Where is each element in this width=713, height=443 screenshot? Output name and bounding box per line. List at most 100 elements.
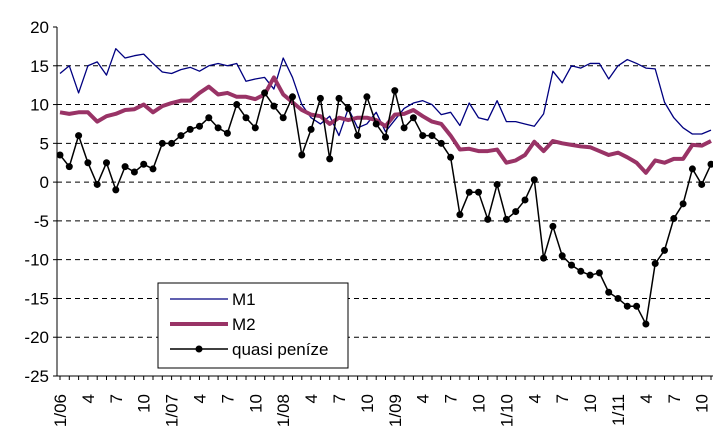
legend-marker (195, 345, 203, 353)
data-point (298, 151, 306, 159)
data-point (326, 155, 334, 163)
x-tick-label: 4 (414, 394, 433, 403)
x-tick-label: 1/06 (51, 394, 70, 427)
data-point (605, 288, 613, 296)
x-tick-label: 7 (107, 394, 126, 403)
data-point (223, 129, 231, 137)
x-tick-label: 10 (693, 394, 712, 413)
x-tick-label: 1/07 (163, 394, 182, 427)
data-point (196, 122, 203, 130)
data-point (84, 159, 92, 167)
data-point (447, 153, 455, 161)
data-point (633, 302, 641, 310)
data-point (307, 125, 315, 133)
x-tick-label: 1/11 (609, 394, 628, 426)
data-point (409, 114, 417, 122)
x-tick-label: 4 (79, 394, 98, 403)
data-point (344, 104, 352, 112)
legend-label: quasi peníze (232, 340, 328, 359)
data-point (679, 200, 687, 208)
x-tick-label: 4 (191, 394, 210, 403)
data-point (112, 186, 120, 194)
data-point (670, 215, 678, 223)
data-point (502, 215, 510, 223)
x-tick-label: 10 (470, 394, 489, 413)
data-point (661, 246, 668, 254)
data-point (400, 124, 408, 132)
data-point (363, 93, 371, 101)
x-tick-label: 4 (525, 394, 544, 403)
data-point (372, 120, 380, 128)
x-tick-label: 10 (135, 394, 154, 413)
data-point (93, 180, 101, 188)
series-line (59, 75, 712, 175)
data-point (316, 94, 324, 102)
data-point (242, 114, 250, 122)
data-point (549, 222, 557, 230)
y-tick-label: -20 (24, 328, 49, 347)
data-point (251, 124, 259, 132)
legend-label: M1 (232, 290, 256, 309)
data-point (56, 151, 64, 159)
data-point (558, 252, 566, 260)
data-point (382, 133, 389, 141)
x-tick-label: 10 (358, 394, 377, 413)
y-tick-label: 20 (30, 18, 49, 37)
data-point (521, 196, 529, 204)
x-tick-label: 7 (665, 394, 684, 403)
data-point (233, 101, 241, 109)
y-tick-label: 5 (40, 134, 49, 153)
data-point (65, 163, 73, 171)
series-line (59, 48, 712, 137)
data-point (688, 165, 696, 173)
data-point (484, 215, 492, 223)
data-point (595, 269, 603, 277)
x-tick-label: 4 (302, 394, 321, 403)
y-tick-label: -25 (24, 367, 49, 386)
x-tick-label: 7 (218, 394, 237, 403)
data-point (437, 139, 445, 147)
data-point (642, 320, 650, 328)
data-point (698, 180, 706, 188)
data-point (158, 139, 166, 147)
data-point (623, 302, 631, 310)
data-point (205, 114, 213, 122)
data-point (614, 294, 622, 302)
data-point (335, 94, 343, 102)
data-point (103, 159, 110, 167)
data-point (456, 211, 464, 219)
y-tick-label: -15 (24, 289, 49, 308)
x-tick-label: 7 (553, 394, 572, 403)
data-point (130, 168, 138, 176)
x-tick-label: 1/08 (274, 394, 293, 427)
data-point (568, 261, 575, 269)
data-point (177, 132, 185, 140)
y-tick-label: -5 (34, 212, 49, 231)
data-point (428, 132, 436, 140)
data-point (261, 89, 269, 97)
data-point (586, 271, 594, 279)
data-point (651, 260, 659, 268)
x-tick-label: 7 (330, 394, 349, 403)
data-point (475, 188, 482, 196)
data-point (354, 132, 362, 140)
data-point (279, 114, 287, 122)
x-tick-label: 7 (442, 394, 461, 403)
data-point (493, 180, 501, 188)
data-point (540, 254, 548, 262)
data-point (465, 188, 473, 196)
x-tick-label: 1/09 (386, 394, 405, 427)
x-tick-label: 10 (246, 394, 265, 413)
data-point (149, 165, 157, 173)
x-tick-label: 1/10 (497, 394, 516, 427)
y-tick-label: -10 (24, 251, 49, 270)
data-point (168, 139, 176, 147)
data-point (707, 160, 713, 168)
y-tick-label: 0 (40, 173, 49, 192)
data-point (270, 102, 278, 110)
data-point (419, 132, 427, 140)
x-tick-label: 4 (637, 394, 656, 403)
data-point (289, 93, 296, 101)
data-point (391, 87, 399, 95)
